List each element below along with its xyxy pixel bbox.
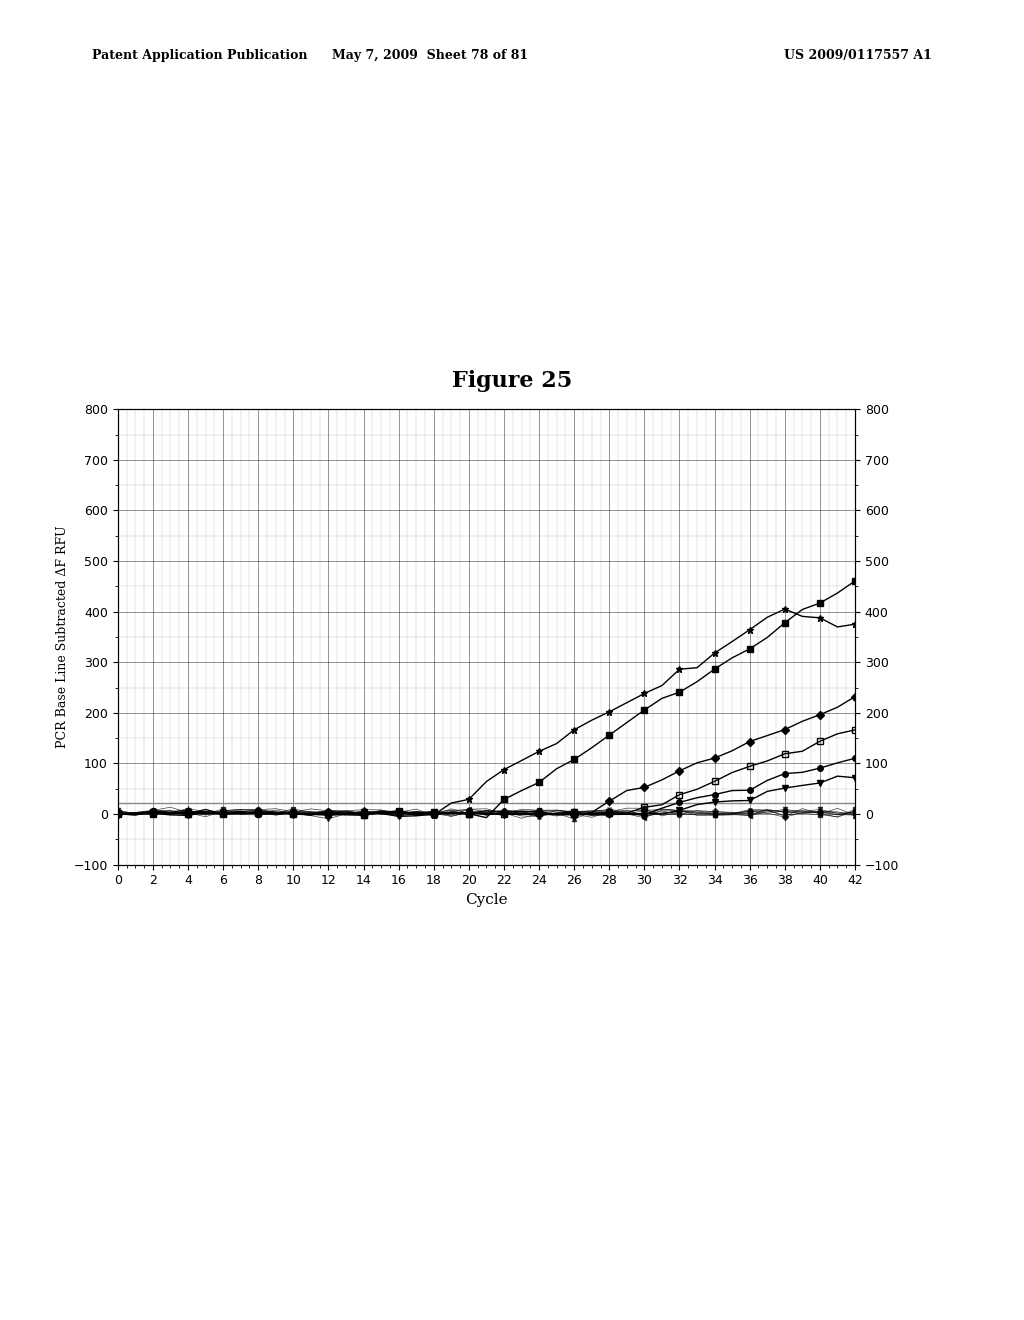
- Text: US 2009/0117557 A1: US 2009/0117557 A1: [784, 49, 932, 62]
- Text: Patent Application Publication: Patent Application Publication: [92, 49, 307, 62]
- Text: Figure 25: Figure 25: [452, 370, 572, 392]
- Text: May 7, 2009  Sheet 78 of 81: May 7, 2009 Sheet 78 of 81: [332, 49, 528, 62]
- X-axis label: Cycle: Cycle: [465, 892, 508, 907]
- Y-axis label: PCR Base Line Subtracted ΔF RFU: PCR Base Line Subtracted ΔF RFU: [56, 525, 70, 748]
